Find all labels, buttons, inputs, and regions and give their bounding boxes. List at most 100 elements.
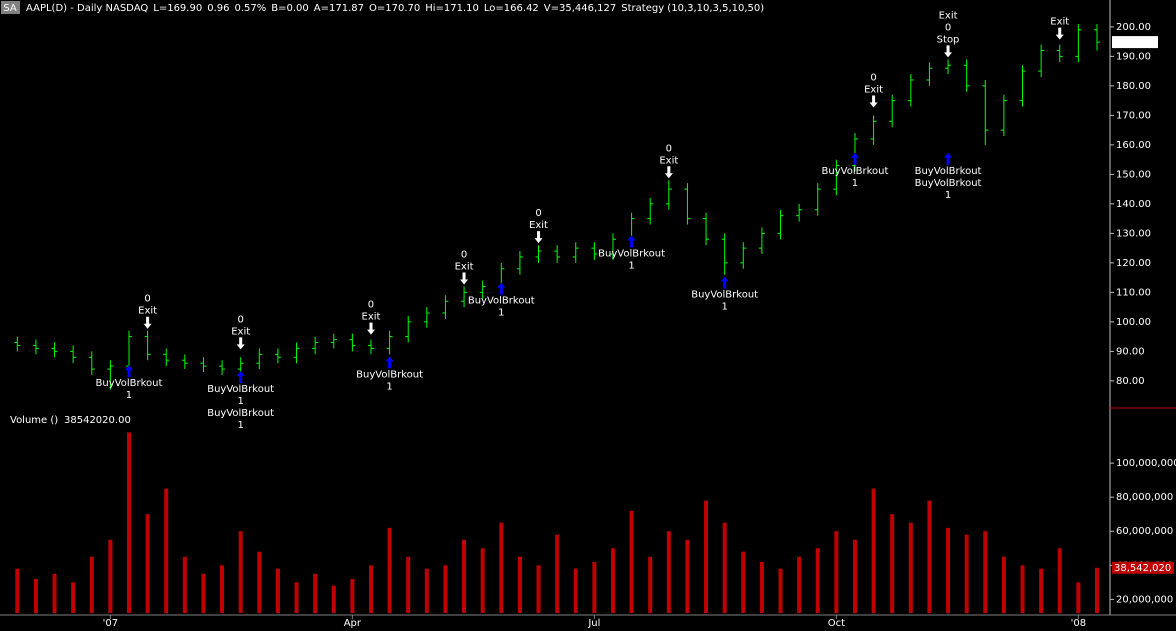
y-tick-label: 180.00	[1116, 81, 1151, 92]
exit-label: Exit	[231, 326, 250, 337]
volume-bar	[182, 556, 187, 613]
volume-bar	[852, 539, 857, 613]
volume-bar	[685, 539, 690, 613]
x-tick-label: '07	[103, 618, 118, 629]
last-volume-box	[1112, 561, 1174, 574]
volume-bar	[1057, 548, 1062, 613]
buy-label: BuyVolBrkout	[822, 166, 889, 177]
buy-arrow	[720, 276, 729, 289]
volume-bar	[983, 531, 988, 613]
exit-arrow	[1055, 27, 1064, 40]
volume-bar	[350, 578, 355, 613]
last-volume-label: 38,542,020	[1114, 563, 1171, 574]
volume-bar	[741, 551, 746, 613]
header-item: V=35,446,127	[544, 3, 616, 14]
buy-arrow	[497, 282, 506, 295]
volume-bar	[890, 514, 895, 613]
volume-bar	[834, 531, 839, 613]
header-item: A=171.87	[314, 3, 364, 14]
exit-label: 0	[870, 72, 876, 83]
buy-label: 1	[628, 260, 634, 271]
header-item: Lo=166.42	[484, 3, 539, 14]
buy-label: 1	[386, 381, 392, 392]
volume-bar	[722, 522, 727, 613]
volume-bar	[499, 522, 504, 613]
y-tick-label: 80.00	[1116, 376, 1145, 387]
y-tick-label: 80,000,000	[1116, 492, 1173, 503]
volume-bar	[71, 582, 76, 613]
y-tick-label: 60,000,000	[1116, 526, 1173, 537]
volume-bar	[313, 573, 318, 613]
volume-bar	[704, 500, 709, 613]
exit-label: 0	[237, 314, 243, 325]
header-item: B=0.00	[271, 3, 309, 14]
y-tick-label: 190.00	[1116, 51, 1151, 62]
exit-label: 0	[666, 143, 672, 154]
exit-label: Exit	[138, 306, 157, 317]
exit-arrow	[664, 166, 673, 179]
y-tick-label: 140.00	[1116, 199, 1151, 210]
x-tick-label: '08	[1071, 618, 1086, 629]
volume-bar	[89, 556, 94, 613]
y-tick-label: 100,000,000	[1116, 458, 1176, 469]
y-tick-label: 130.00	[1116, 228, 1151, 239]
buy-label: 1	[126, 390, 132, 401]
exit-label: 0	[461, 249, 467, 260]
x-tick-label: Jul	[587, 618, 600, 629]
y-tick-label: 20,000,000	[1116, 594, 1173, 605]
volume-title-value: 38542020.00	[64, 415, 131, 426]
exit-arrow	[460, 272, 469, 285]
exit-label: Exit	[455, 261, 474, 272]
header-item: Strategy (10,3,10,3,5,10,50)	[621, 3, 764, 14]
exit-label: 0	[535, 208, 541, 219]
volume-bar	[387, 527, 392, 613]
y-tick-label: 160.00	[1116, 140, 1151, 151]
exit-label: 0	[144, 294, 150, 305]
y-tick-label: 100.00	[1116, 317, 1151, 328]
volume-bar	[257, 551, 262, 613]
volume-bar	[946, 527, 951, 613]
y-tick-label: 170.00	[1116, 110, 1151, 121]
buy-label: 1	[498, 308, 504, 319]
buy-label: BuyVolBrkout	[207, 384, 274, 395]
volume-bar	[52, 573, 57, 613]
buy-label: BuyVolBrkout	[915, 166, 982, 177]
exit-label: Exit	[1050, 17, 1069, 28]
y-tick-label: 150.00	[1116, 169, 1151, 180]
volume-bar	[406, 556, 411, 613]
header-item: Hi=171.10	[425, 3, 479, 14]
volume-bar	[33, 578, 38, 613]
volume-title: Volume ()	[10, 415, 58, 426]
volume-bar	[331, 585, 336, 613]
exit-label: Exit	[864, 84, 883, 95]
volume-bar	[871, 488, 876, 613]
buy-label: BuyVolBrkout	[915, 178, 982, 189]
header-item: AAPL(D) - Daily NASDAQ	[26, 3, 148, 14]
exit-arrow	[869, 95, 878, 108]
volume-bar	[964, 534, 969, 613]
volume-bar	[778, 568, 783, 613]
y-tick-label: 120.00	[1116, 258, 1151, 269]
volume-bar	[164, 488, 169, 613]
buy-arrow	[236, 371, 245, 384]
volume-bar	[555, 534, 560, 613]
x-tick-label: Apr	[344, 618, 362, 629]
exit-arrow	[366, 322, 375, 335]
exit-label: Exit	[939, 10, 958, 21]
volume-bar	[759, 561, 764, 613]
volume-bar	[610, 548, 615, 613]
header-item: 0.96	[207, 3, 229, 14]
last-price-label: 194.84	[1115, 37, 1150, 48]
exit-arrow	[944, 45, 953, 58]
header-item: 0.57%	[234, 3, 266, 14]
last-price-box	[1112, 36, 1158, 49]
volume-bar	[1001, 556, 1006, 613]
exit-label: Exit	[362, 312, 381, 323]
exit-label: 0	[368, 300, 374, 311]
volume-bar	[815, 548, 820, 613]
volume-bar	[629, 510, 634, 613]
buy-label: BuyVolBrkout	[356, 369, 423, 380]
buy-label: 1	[852, 178, 858, 189]
